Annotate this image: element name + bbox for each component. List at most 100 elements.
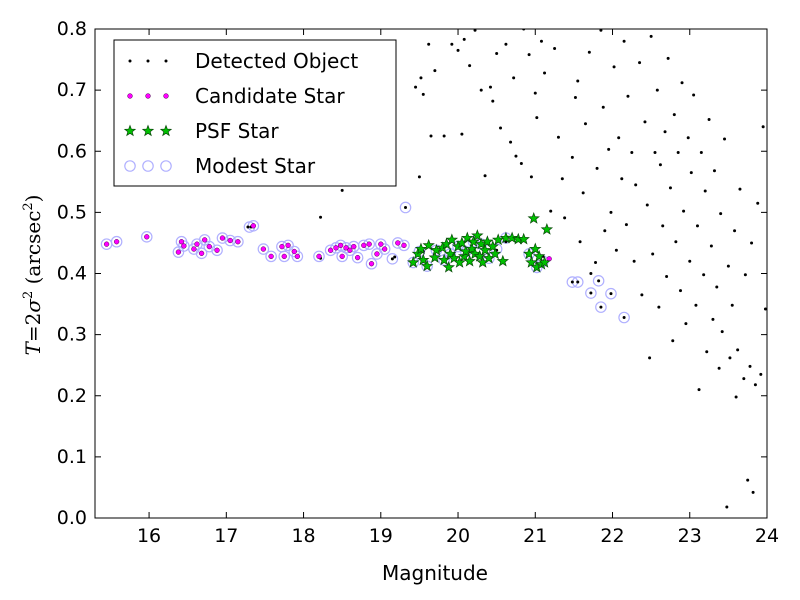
detected-object-point xyxy=(404,205,408,209)
detected-object-point xyxy=(692,93,696,97)
modest-star-point xyxy=(605,287,617,300)
detected-object-point xyxy=(719,212,723,216)
detected-object-point xyxy=(560,177,564,181)
detected-object-point xyxy=(594,260,598,264)
detected-object-point xyxy=(655,88,659,92)
detected-object-point xyxy=(527,53,531,57)
detected-object-point xyxy=(390,257,394,261)
detected-object-point xyxy=(703,189,707,193)
detected-object-point xyxy=(514,154,518,158)
legend-marker-detected-object xyxy=(164,59,168,63)
detected-object-point xyxy=(759,372,763,376)
detected-object-point xyxy=(658,163,662,167)
detected-object-point xyxy=(417,175,421,179)
detected-object-point xyxy=(583,122,587,126)
legend: Detected Object Candidate Star PSF Star … xyxy=(113,39,397,187)
detected-object-point xyxy=(566,20,569,23)
detected-object-point xyxy=(509,140,513,144)
candidate-star-point xyxy=(219,235,226,241)
detected-object-point xyxy=(715,285,719,289)
candidate-star-point xyxy=(351,243,357,250)
psf-star-point xyxy=(442,260,455,273)
detected-object-point xyxy=(668,186,672,190)
detected-object-point xyxy=(393,255,397,259)
candidate-star-point xyxy=(202,237,208,243)
detected-object-point xyxy=(684,322,688,326)
psf-star-point xyxy=(488,247,502,260)
detected-object-point xyxy=(491,99,495,103)
modest-star-point xyxy=(595,301,607,313)
psf-star-point xyxy=(525,255,538,268)
detected-object-point xyxy=(539,39,543,43)
modest-star-point xyxy=(278,250,291,263)
detected-object-point xyxy=(617,136,621,140)
candidate-star-point xyxy=(279,243,285,250)
psf-star-point xyxy=(417,253,430,266)
candidate-star-point xyxy=(291,248,297,255)
detected-object-point xyxy=(730,303,734,307)
candidate-star-point xyxy=(206,243,212,250)
detected-object-point xyxy=(624,223,628,227)
psf-star-point xyxy=(422,238,435,251)
legend-marker-modest-star xyxy=(142,160,154,172)
psf-star-point xyxy=(527,211,540,224)
detected-object-point xyxy=(734,395,738,399)
detected-object-point xyxy=(495,51,499,55)
detected-object-point xyxy=(612,65,616,69)
detected-object-point xyxy=(622,39,626,43)
detected-object-point xyxy=(672,113,676,117)
detected-object-point xyxy=(695,224,699,228)
detected-object-point xyxy=(651,252,655,256)
detected-object-point xyxy=(751,490,755,494)
detected-object-point xyxy=(723,137,727,141)
detected-object-point xyxy=(599,305,603,309)
y-tick-label: 0.6 xyxy=(57,140,87,162)
candidate-star-point xyxy=(250,223,256,229)
y-axis-label-unit-exp: 2 xyxy=(21,202,36,210)
candidate-star-point xyxy=(214,247,220,253)
candidate-star-point xyxy=(294,253,301,260)
detected-object-point xyxy=(728,356,732,360)
detected-object-point xyxy=(649,34,653,38)
detected-object-point xyxy=(576,280,580,284)
detected-object-point xyxy=(686,136,690,140)
detected-object-point xyxy=(674,240,678,244)
detected-object-point xyxy=(421,92,425,96)
x-axis-label: Magnitude xyxy=(382,561,488,585)
psf-star-point xyxy=(529,242,542,255)
modest-star-point xyxy=(211,244,223,257)
y-tick-label: 0.8 xyxy=(57,18,87,40)
y-axis-label-equals: =2 xyxy=(21,313,45,342)
detected-object-point xyxy=(620,177,624,181)
psf-star-point xyxy=(478,243,492,256)
candidate-star-point xyxy=(339,253,345,260)
y-tick-label: 0.7 xyxy=(57,79,87,101)
legend-markers xyxy=(123,59,173,172)
detected-object-point xyxy=(717,366,721,370)
detected-object-point xyxy=(661,224,665,228)
modest-star-point xyxy=(232,235,244,248)
detected-object-point xyxy=(549,209,553,213)
psf-star-point xyxy=(437,253,451,266)
y-axis-label-sigma-exp: 2 xyxy=(21,291,36,299)
modest-star-point xyxy=(378,243,391,255)
legend-marker-detected-object xyxy=(146,59,150,63)
psf-star-series xyxy=(407,211,554,273)
detected-object-point xyxy=(597,279,601,283)
candidate-star-point xyxy=(113,239,120,245)
modest-star-point xyxy=(257,243,270,255)
detected-object-point xyxy=(587,50,591,54)
detected-object-point xyxy=(638,61,642,65)
legend-marker-detected-object xyxy=(128,59,132,63)
y-axis-label: T=2σ2 (arcsec2) xyxy=(21,194,45,355)
detected-object-point xyxy=(678,289,682,293)
detected-object-point xyxy=(433,69,437,73)
detected-object-point xyxy=(689,171,693,175)
modest-star-point xyxy=(365,257,378,270)
detected-object-point xyxy=(533,91,537,95)
detected-object-point xyxy=(738,187,742,191)
legend-marker-candidate-star xyxy=(163,93,169,99)
detected-object-point xyxy=(609,210,613,214)
modest-star-point xyxy=(291,250,304,263)
psf-star-point xyxy=(540,222,554,235)
